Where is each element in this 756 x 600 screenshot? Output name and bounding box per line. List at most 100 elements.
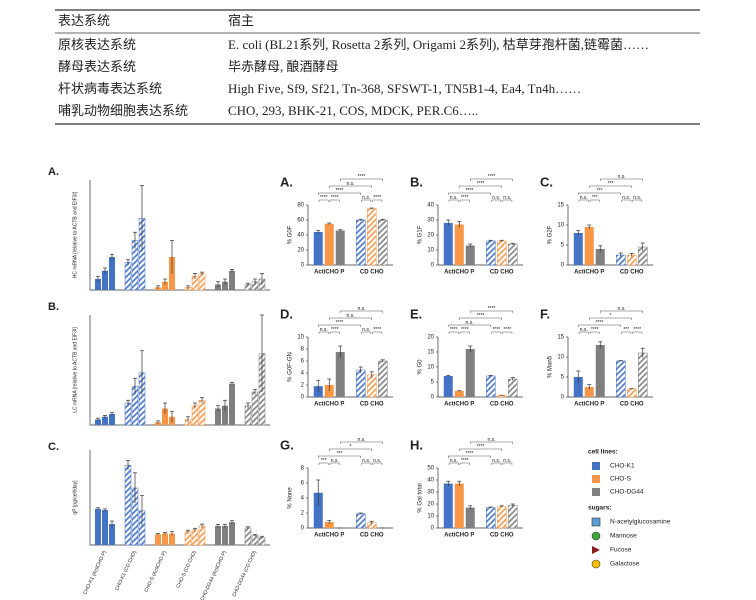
significance-label: *** xyxy=(623,327,629,333)
significance-label: n.s. xyxy=(580,195,588,201)
bar xyxy=(367,208,377,266)
y-tick-label: 20 xyxy=(427,335,434,341)
significance-bracket xyxy=(329,317,372,320)
significance-label: n.s. xyxy=(580,327,588,333)
legend-symbol xyxy=(591,531,601,541)
legend-title: cell lines: xyxy=(588,449,618,456)
significance-label: **** xyxy=(450,327,458,333)
bar xyxy=(584,227,594,265)
bar xyxy=(335,352,345,397)
significance-label: n.s. xyxy=(622,195,630,201)
x-tick-label: ActiCHO P xyxy=(314,270,344,276)
y-tick-label: 0 xyxy=(431,526,435,532)
y-tick-label: 0 xyxy=(561,263,565,269)
bar xyxy=(162,281,168,290)
significance-bracket xyxy=(621,331,632,334)
table-cell: CHO, 293, BHK-21, COS, MDCK, PER.C6….. xyxy=(228,103,478,118)
significance-label: **** xyxy=(331,195,339,201)
significance-label: **** xyxy=(336,188,344,194)
bar xyxy=(191,405,199,426)
bar xyxy=(162,408,168,425)
table-cell: 酵母表达系统 xyxy=(58,59,136,74)
significance-bracket xyxy=(491,462,502,465)
significance-label: n.s. xyxy=(503,458,511,464)
bar xyxy=(155,534,161,545)
bar xyxy=(454,391,464,397)
bar xyxy=(443,223,453,265)
bar xyxy=(109,414,115,425)
y-axis-label: % None xyxy=(288,487,294,509)
bar xyxy=(356,369,366,398)
y-tick-label: 5 xyxy=(561,375,565,381)
x-tick-label: ActiCHO P xyxy=(574,402,604,408)
significance-bracket xyxy=(632,331,643,334)
significance-label: **** xyxy=(488,174,496,180)
y-tick-label: 8 xyxy=(301,466,305,472)
significance-label: **** xyxy=(591,327,599,333)
y-tick-label: 10 xyxy=(427,365,434,371)
legend-label: N-acetylglucosamine xyxy=(610,519,671,526)
significance-label: **** xyxy=(373,195,381,201)
panel-label: A. xyxy=(280,174,293,189)
significance-bracket xyxy=(448,324,491,327)
significance-bracket xyxy=(600,310,643,313)
legend-symbol xyxy=(591,517,601,527)
x-tick-label: CHO-S (ActiCHO P) xyxy=(144,550,169,594)
y-tick-label: 0 xyxy=(301,395,305,401)
bar xyxy=(198,400,206,426)
bar xyxy=(162,533,168,545)
significance-label: n.s. xyxy=(331,458,339,464)
bar xyxy=(258,537,266,546)
legend-symbol xyxy=(592,546,600,554)
panel-label: F. xyxy=(540,306,550,321)
bar xyxy=(215,526,221,545)
bar xyxy=(595,249,605,265)
y-tick-label: 0 xyxy=(431,263,435,269)
x-tick-label: CHO-DG44 (ActiCHO P) xyxy=(199,550,228,600)
panel-label: C. xyxy=(540,174,553,189)
x-tick-label: ActiCHO P xyxy=(444,270,474,276)
legend-label: Galactose xyxy=(610,561,640,568)
significance-bracket xyxy=(318,331,329,334)
significance-label: n.s. xyxy=(465,320,473,326)
x-tick-label: CD CHO xyxy=(360,533,384,539)
significance-label: **** xyxy=(358,174,366,180)
x-tick-label: CHO-K1 (ActiCHO P) xyxy=(82,550,108,596)
significance-bracket xyxy=(329,185,372,188)
significance-bracket xyxy=(448,455,491,458)
y-tick-label: 6 xyxy=(301,359,305,365)
y-axis-label: % G0F-GN xyxy=(288,352,294,382)
legend-swatch xyxy=(592,462,600,470)
significance-bracket xyxy=(448,199,459,202)
y-tick-label: 0 xyxy=(561,395,565,401)
significance-bracket xyxy=(589,185,632,188)
significance-label: n.s. xyxy=(450,458,458,464)
y-tick-label: 10 xyxy=(557,223,564,229)
significance-label: n.s. xyxy=(346,181,354,187)
significance-bracket xyxy=(502,331,513,334)
significance-bracket xyxy=(329,199,340,202)
bar xyxy=(109,257,115,290)
significance-bracket xyxy=(361,199,372,202)
significance-label: **** xyxy=(477,313,485,319)
y-tick-label: 0 xyxy=(431,395,435,401)
bar xyxy=(378,360,388,398)
significance-bracket xyxy=(318,462,329,465)
panel-label: B. xyxy=(410,174,423,189)
significance-label: *** xyxy=(592,195,598,201)
panel-label: E. xyxy=(410,306,422,321)
bar xyxy=(486,507,496,529)
significance-label: **** xyxy=(461,458,469,464)
significance-bracket xyxy=(578,331,589,334)
significance-label: n.s. xyxy=(357,437,365,443)
bar xyxy=(215,408,221,425)
legend-title: sugars: xyxy=(588,505,611,512)
significance-bracket xyxy=(578,324,621,327)
bar xyxy=(102,270,108,290)
panel-label: G. xyxy=(280,437,294,452)
significance-label: n.s. xyxy=(503,195,511,201)
significance-bracket xyxy=(340,178,383,181)
y-tick-label: 0 xyxy=(301,263,305,269)
significance-label: *** xyxy=(321,458,327,464)
